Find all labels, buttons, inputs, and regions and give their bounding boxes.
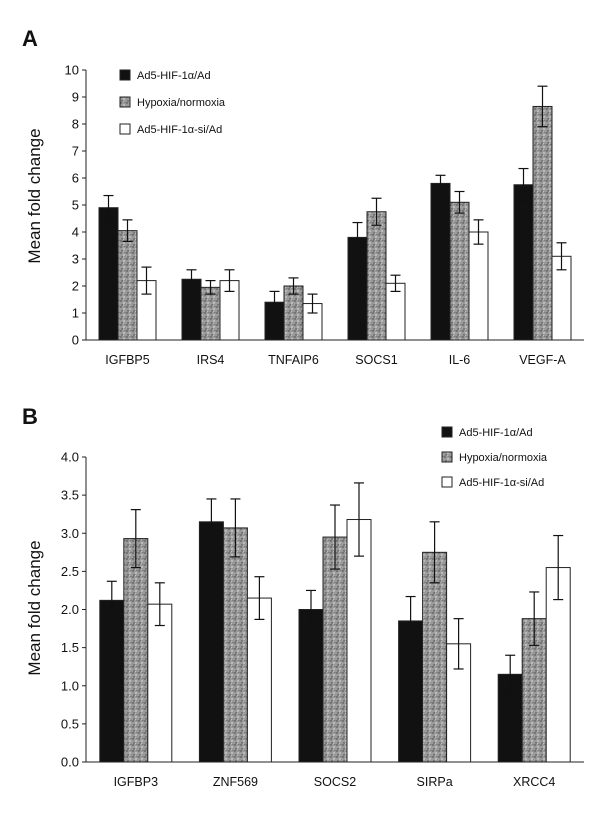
panel-a-plot: 0 1 2 3 4 5 6 7 8 9 10 IGFBP5 IRS4 TNFAIP6 SOCS1 IL-6 VE… xyxy=(65,63,584,367)
panel-b-y-tick-label: 1.0 xyxy=(61,678,79,693)
panel-b-bar xyxy=(422,551,448,763)
panel-a-y-tick-label: 1 xyxy=(72,306,79,321)
panel-b-bar xyxy=(99,599,125,763)
panel-a-y-tick-label: 2 xyxy=(72,279,79,294)
panel-a-y-tick-label: 9 xyxy=(72,90,79,105)
panel-b-legend-label: Ad5-HIF-1α/Ad xyxy=(459,427,533,439)
panel-b-legend-swatch xyxy=(441,451,453,463)
panel-a-category-label: IRS4 xyxy=(197,353,225,367)
panel-a-bar xyxy=(430,182,451,341)
panel-a-y-tick-label: 10 xyxy=(65,63,79,78)
panel-a-bar xyxy=(513,184,534,341)
panel-b-bar xyxy=(123,538,149,763)
panel-b-bar xyxy=(322,536,348,763)
panel-b-legend-label: Ad5-HIF-1α-si/Ad xyxy=(459,477,544,489)
panel-a-bar xyxy=(532,105,553,341)
panel-b-legend-swatch xyxy=(441,476,453,488)
panel-a-bar xyxy=(449,201,470,341)
panel-a-legend-swatch xyxy=(119,123,131,135)
panel-b-y-tick-label: 3.0 xyxy=(61,526,79,541)
panel-a-y-tick-label: 5 xyxy=(72,198,79,213)
panel-a-y-axis-label: Mean fold change xyxy=(25,128,44,263)
panel-a-category-label: VEGF-A xyxy=(519,353,566,367)
panel-b-bar xyxy=(298,609,324,763)
panel-a-label: A xyxy=(22,26,38,51)
panel-a-category-label: SOCS1 xyxy=(355,353,397,367)
panel-b-y-axis-label: Mean fold change xyxy=(25,540,44,675)
panel-b-category-label: ZNF569 xyxy=(213,775,258,789)
panel-b-bar xyxy=(198,521,224,763)
panel-a-legend-label: Ad5-HIF-1α/Ad xyxy=(137,70,211,82)
panel-a-category-label: TNFAIP6 xyxy=(268,353,319,367)
panel-a-category-label: IGFBP5 xyxy=(105,353,150,367)
panel-b-y-tick-label: 1.5 xyxy=(61,640,79,655)
panel-b-bar xyxy=(147,603,173,763)
panel-b-bar xyxy=(222,527,248,763)
panel-b-category-label: SOCS2 xyxy=(314,775,356,789)
panel-b-legend-swatch xyxy=(441,426,453,438)
panel-a-category-label: IL-6 xyxy=(449,353,471,367)
panel-b-bar xyxy=(346,519,372,763)
panel-b-bar xyxy=(246,597,272,763)
panel-b-category-label: XRCC4 xyxy=(513,775,555,789)
panel-a-legend-swatch xyxy=(119,96,131,108)
panel-a-y-tick-label: 0 xyxy=(72,333,79,348)
panel-b-y-tick-label: 2.5 xyxy=(61,564,79,579)
panel-b-category-label: SIRPa xyxy=(417,775,453,789)
panel-b-y-tick-label: 4.0 xyxy=(61,450,79,465)
panel-b-legend-label: Hypoxia/normoxia xyxy=(459,452,548,464)
panel-b-category-label: IGFBP3 xyxy=(114,775,159,789)
panel-a-y-tick-label: 6 xyxy=(72,171,79,186)
panel-b-label: B xyxy=(22,404,38,429)
panel-b-y-tick-label: 2.0 xyxy=(61,602,79,617)
panel-a-bar xyxy=(98,207,119,341)
panel-a-bar xyxy=(200,286,221,341)
panel-a-legend-label: Hypoxia/normoxia xyxy=(137,97,226,109)
panel-a-y-tick-label: 4 xyxy=(72,225,79,240)
panel-a-legend-swatch xyxy=(119,69,131,81)
panel-a-y-tick-label: 3 xyxy=(72,252,79,267)
panel-a-bar xyxy=(366,211,387,341)
panel-a: A Mean fold change 0 1 2 3 4 5 6 7 8 9 10 IGFBP5 IRS… xyxy=(22,26,584,367)
panel-a-y-tick-label: 8 xyxy=(72,117,79,132)
panel-a-bar xyxy=(468,231,489,341)
panel-a-legend-label: Ad5-HIF-1α-si/Ad xyxy=(137,124,222,136)
panel-b-y-tick-label: 0.0 xyxy=(61,755,79,770)
panel-a-y-tick-label: 7 xyxy=(72,144,79,159)
panel-b: B Mean fold change 0.0 0.5 1.0 1.5 2.0 2.5 3.0… xyxy=(22,404,584,789)
panel-b-y-tick-label: 3.5 xyxy=(61,488,79,503)
panel-a-bar xyxy=(117,230,138,341)
panel-b-plot: 0.0 0.5 1.0 1.5 2.0 2.5 3.0 3.5 4.0 IGFBP3 ZNF569 S… xyxy=(61,426,584,789)
panel-b-y-tick-label: 0.5 xyxy=(61,716,79,731)
